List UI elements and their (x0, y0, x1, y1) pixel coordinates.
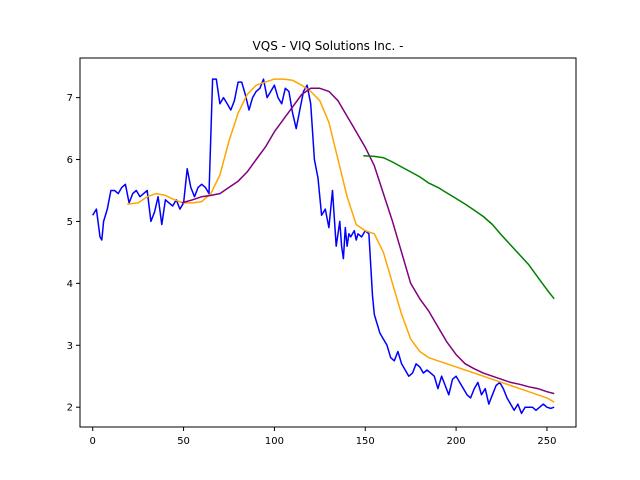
x-tick-label: 50 (177, 436, 190, 447)
y-tick-label: 4 (67, 279, 73, 290)
x-tick-label: 100 (265, 436, 284, 447)
y-tick-label: 6 (67, 155, 73, 166)
y-tick-label: 5 (67, 217, 73, 228)
y-tick-label: 7 (67, 93, 73, 104)
x-tick-label: 250 (537, 436, 556, 447)
x-tick-label: 0 (90, 436, 96, 447)
chart-title: VQS - VIQ Solutions Inc. - (253, 39, 404, 53)
x-tick-label: 200 (447, 436, 466, 447)
y-tick-label: 2 (67, 403, 73, 414)
y-tick-label: 3 (67, 341, 73, 352)
x-tick-label: 150 (356, 436, 375, 447)
